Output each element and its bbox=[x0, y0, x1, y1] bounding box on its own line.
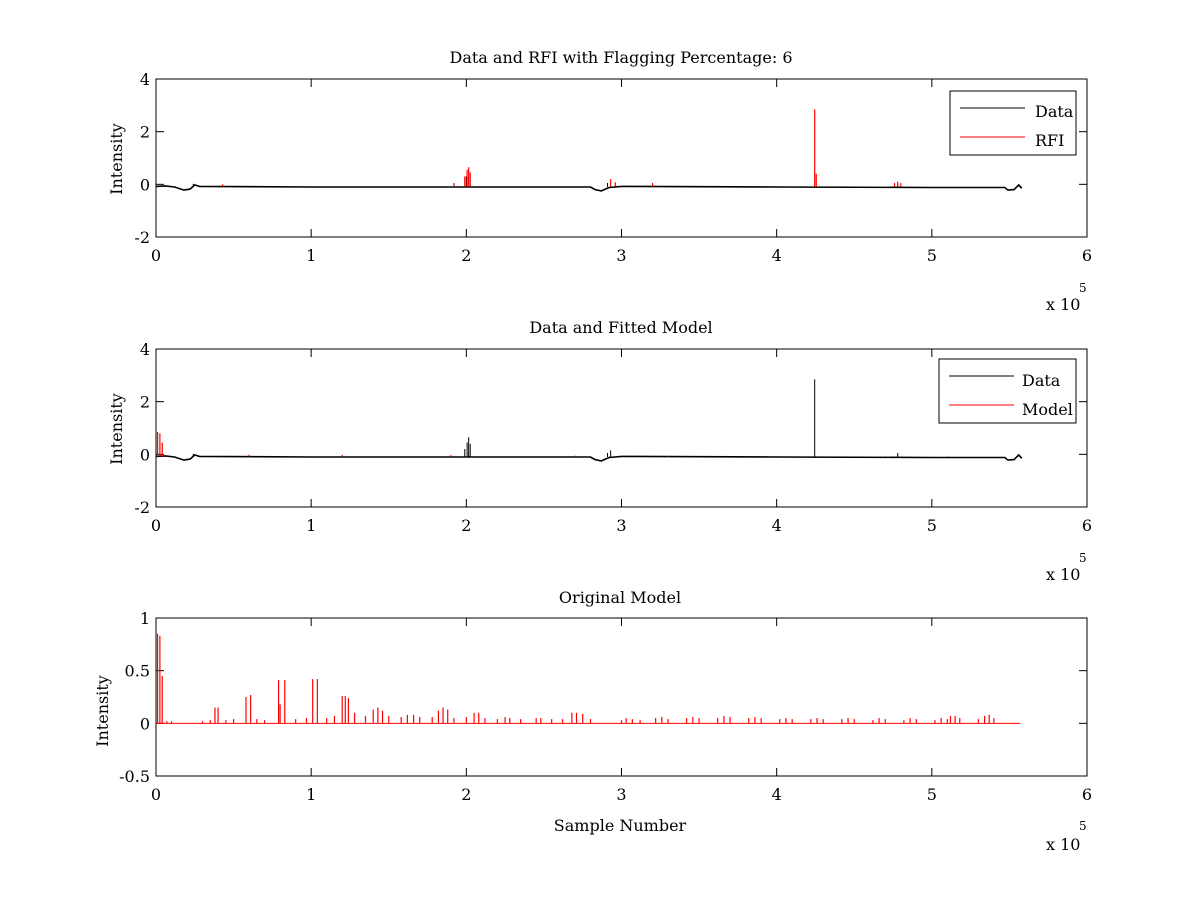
y-tick-label: -2 bbox=[134, 498, 150, 517]
subplot-original-model: Original Model Intensity 0 1 2 3 4 5 6-0.500.5… bbox=[93, 588, 1092, 854]
x-tick-label: 6 bbox=[1082, 246, 1092, 265]
legend-box bbox=[938, 358, 1077, 424]
x-tick-label: 2 bbox=[461, 785, 471, 804]
y-tick-label: 0 bbox=[140, 714, 150, 733]
series-model bbox=[156, 633, 1021, 724]
x-tick-label: 3 bbox=[616, 516, 626, 535]
x-tick-label: 4 bbox=[772, 246, 782, 265]
y-axis-label: Intensity bbox=[107, 123, 126, 195]
x-axis-label: Sample Number bbox=[554, 816, 687, 835]
x-tick-label: 6 bbox=[1082, 785, 1092, 804]
x-tick-label: 4 bbox=[772, 516, 782, 535]
x-tick-label: 0 bbox=[151, 785, 161, 804]
x-tick-label: 5 bbox=[927, 516, 937, 535]
chart-title: Original Model bbox=[559, 588, 681, 607]
y-tick-label: 0 bbox=[140, 175, 150, 194]
x-tick-label: 1 bbox=[306, 246, 316, 265]
x-tick-label: 3 bbox=[616, 785, 626, 804]
x-tick-label: 5 bbox=[927, 785, 937, 804]
subplot-data-rfi: Data and RFI with Flagging Percentage: 6… bbox=[107, 48, 1092, 314]
y-tick-label: 2 bbox=[140, 393, 150, 412]
x-tick-label: 5 bbox=[927, 246, 937, 265]
x-exponent-value: 5 bbox=[1079, 281, 1087, 295]
x-exponent-value: 5 bbox=[1079, 819, 1087, 833]
y-tick-label: 2 bbox=[140, 123, 150, 142]
x-tick-label: 4 bbox=[772, 785, 782, 804]
x-tick-label: 0 bbox=[151, 246, 161, 265]
x-exponent-label: x 10 bbox=[1046, 565, 1080, 584]
subplot-data-model: Data and Fitted Model Intensity 0 1 2 3 4 5 6 -… bbox=[107, 318, 1092, 584]
legend-label-data: Data bbox=[1035, 102, 1074, 121]
legend-label-model: Model bbox=[1022, 400, 1073, 419]
series-model bbox=[156, 431, 948, 457]
series-line bbox=[155, 453, 1023, 462]
legend-label-data: Data bbox=[1022, 371, 1061, 390]
legend: Data RFI bbox=[949, 90, 1077, 156]
y-tick-label: 0 bbox=[140, 445, 150, 464]
x-exponent-label: x 10 bbox=[1046, 295, 1080, 314]
x-exponent-label: x 10 bbox=[1046, 835, 1080, 854]
legend: Data Model bbox=[938, 358, 1077, 424]
x-tick-label: 2 bbox=[461, 246, 471, 265]
chart-title: Data and Fitted Model bbox=[529, 318, 712, 337]
legend-box bbox=[949, 90, 1077, 156]
legend-label-rfi: RFI bbox=[1035, 131, 1064, 150]
y-tick-label: 1 bbox=[140, 609, 150, 628]
series-data bbox=[155, 379, 1023, 462]
chart-title: Data and RFI with Flagging Percentage: 6 bbox=[449, 48, 792, 67]
x-tick-label: 0 bbox=[151, 516, 161, 535]
series-rfi bbox=[222, 109, 902, 187]
x-tick-label: 1 bbox=[306, 785, 316, 804]
x-exponent-value: 5 bbox=[1079, 551, 1087, 565]
x-tick-label: 1 bbox=[306, 516, 316, 535]
y-tick-label: 4 bbox=[140, 70, 150, 89]
series-line bbox=[155, 183, 1023, 192]
y-tick-label: 4 bbox=[140, 340, 150, 359]
y-tick-label: 0.5 bbox=[125, 662, 150, 681]
y-axis-label: Intensity bbox=[107, 393, 126, 465]
y-tick-label: -0.5 bbox=[119, 767, 150, 786]
y-axis-label: Intensity bbox=[93, 675, 112, 747]
x-tick-label: 3 bbox=[616, 246, 626, 265]
y-tick-label: -2 bbox=[134, 228, 150, 247]
x-tick-label: 6 bbox=[1082, 516, 1092, 535]
plot-area: 0 1 2 3 4 5 6-0.500.51 bbox=[119, 609, 1092, 804]
x-tick-label: 2 bbox=[461, 516, 471, 535]
